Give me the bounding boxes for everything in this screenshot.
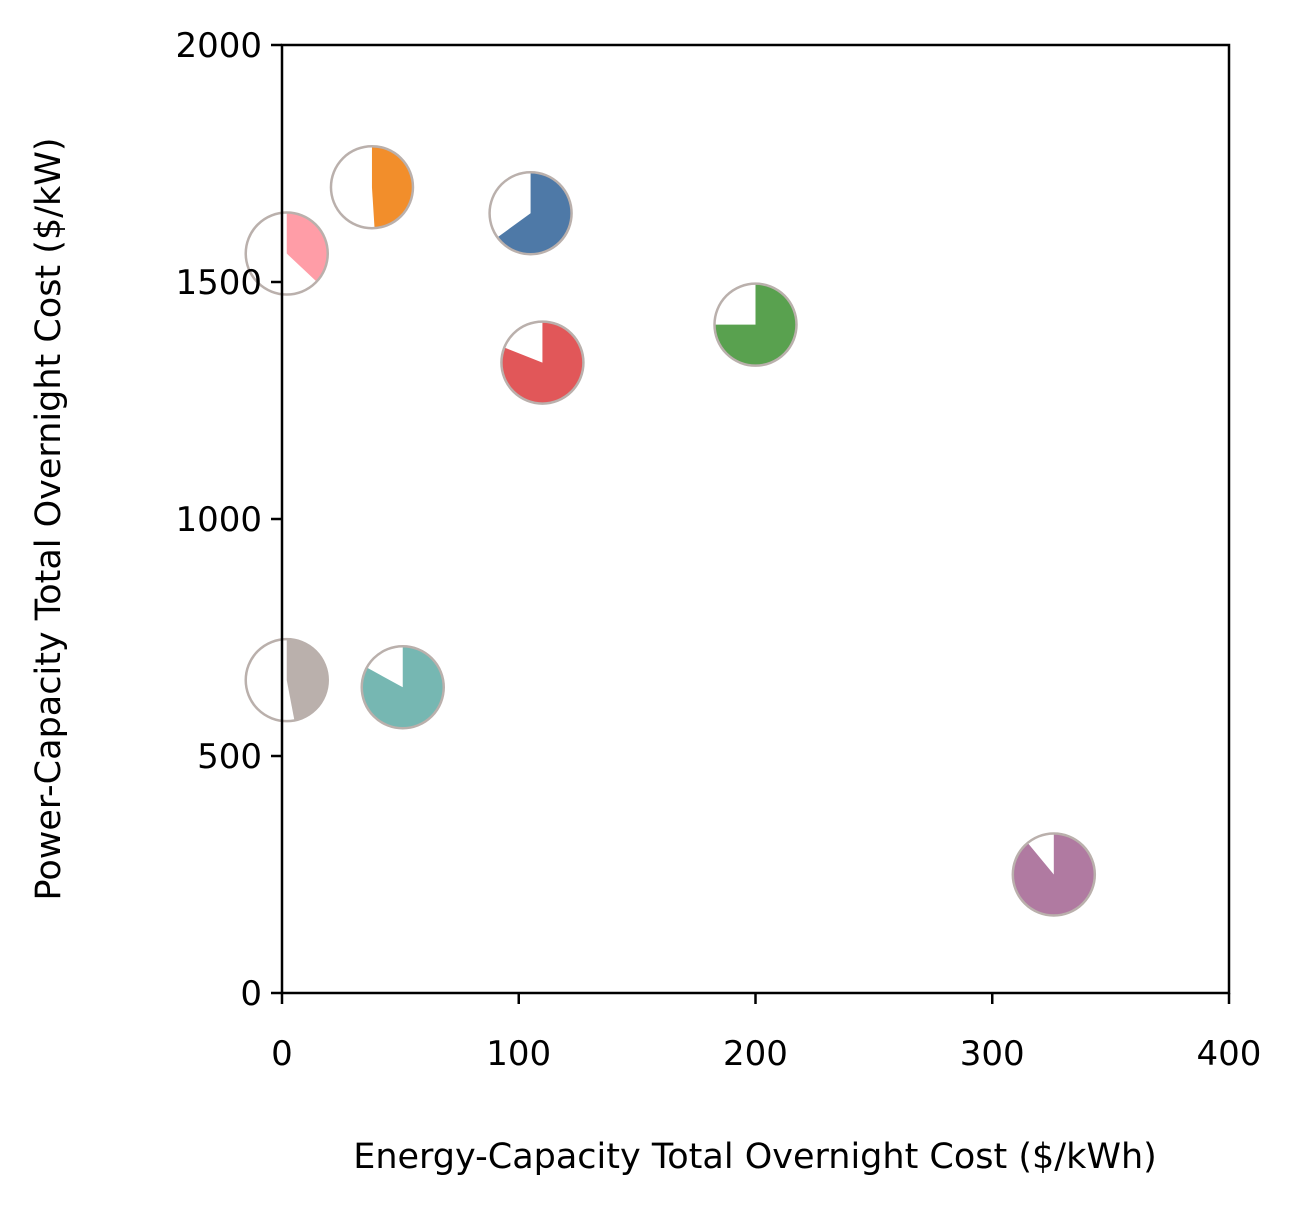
pie-marker bbox=[360, 645, 445, 730]
pie-markers bbox=[244, 144, 1097, 917]
x-tick-label: 100 bbox=[486, 1034, 551, 1074]
pie-marker bbox=[244, 637, 329, 723]
y-tick-label: 1500 bbox=[175, 263, 262, 303]
pie-marker-wedge bbox=[714, 283, 797, 366]
pie-marker-outline bbox=[329, 144, 415, 230]
y-tick-label: 2000 bbox=[175, 26, 262, 66]
pie-marker bbox=[488, 171, 573, 256]
pie-marker-outline bbox=[500, 320, 585, 405]
pie-marker-outline bbox=[713, 282, 798, 367]
pie-marker-outline bbox=[244, 637, 329, 723]
pie-marker bbox=[713, 282, 798, 367]
pie-marker-wedge bbox=[286, 639, 328, 721]
x-tick-label: 300 bbox=[960, 1034, 1025, 1074]
pie-marker-outline bbox=[1011, 832, 1097, 917]
pie-marker-outline bbox=[360, 645, 445, 730]
pie-marker-wedge bbox=[361, 646, 444, 729]
x-axis-ticks: 0 100 200 300 400 bbox=[271, 993, 1261, 1074]
pie-marker bbox=[329, 144, 415, 230]
pie-marker-outline bbox=[488, 171, 573, 256]
pie-marker bbox=[244, 211, 329, 296]
pie-marker-wedge bbox=[497, 172, 572, 255]
pie-marker bbox=[500, 320, 585, 405]
y-tick-label: 500 bbox=[197, 737, 262, 777]
x-axis-label: Energy-Capacity Total Overnight Cost ($/… bbox=[353, 1137, 1157, 1177]
pie-marker-wedge bbox=[501, 321, 584, 404]
x-tick-label: 0 bbox=[271, 1034, 293, 1074]
pie-marker bbox=[1011, 832, 1097, 917]
pie-marker-wedge bbox=[371, 146, 413, 229]
y-axis-ticks: 0 500 1000 1500 2000 bbox=[175, 26, 282, 1014]
y-tick-label: 1000 bbox=[175, 500, 262, 540]
x-tick-label: 200 bbox=[723, 1034, 788, 1074]
y-tick-label: 0 bbox=[240, 974, 262, 1014]
pie-marker-wedge bbox=[1012, 833, 1095, 916]
y-axis-label: Power-Capacity Total Overnight Cost ($/k… bbox=[29, 137, 69, 900]
x-tick-label: 400 bbox=[1197, 1034, 1262, 1074]
pie-marker-outline bbox=[244, 211, 329, 296]
pie-marker-wedge bbox=[286, 212, 328, 282]
